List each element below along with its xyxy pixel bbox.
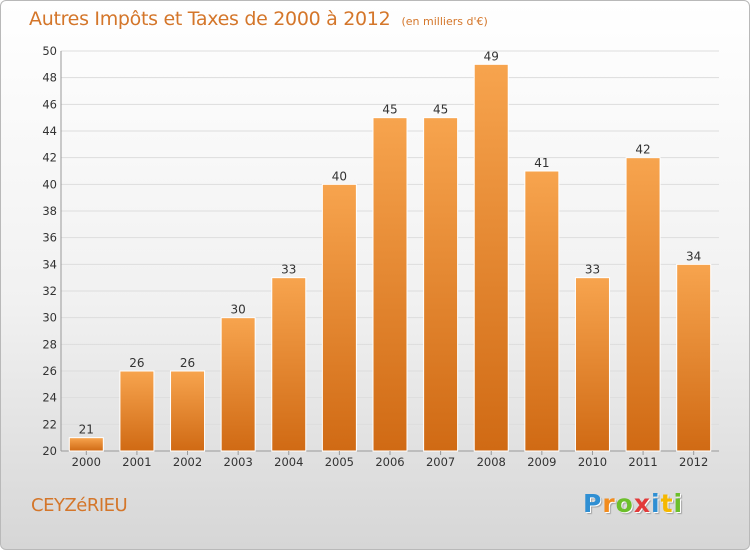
bar [473,63,509,452]
data-label: 41 [534,156,549,170]
bar [524,170,560,452]
data-label: 45 [382,103,397,117]
logo-letter: r [602,489,616,518]
x-tick-label: 2010 [578,455,607,469]
x-tick-label: 2001 [122,455,151,469]
data-label: 21 [79,423,94,437]
chart-title: Autres Impôts et Taxes de 2000 à 2012 [29,8,391,30]
data-label: 33 [585,263,600,277]
y-tick-label: 26 [42,364,57,378]
y-tick-label: 34 [42,257,57,271]
y-tick-label: 28 [42,337,57,351]
x-tick-label: 2008 [477,455,506,469]
y-tick-label: 50 [42,44,57,58]
title-row: Autres Impôts et Taxes de 2000 à 2012 (e… [29,8,488,30]
x-axis-ticks: 2000 2001 2002 2003 2004 2005 2006 2007 2008 2009… [72,451,708,469]
y-tick-label: 38 [42,204,57,218]
y-tick-label: 30 [42,311,57,325]
y-tick-label: 22 [42,417,57,431]
y-tick-label: 48 [42,71,57,85]
y-tick-label: 20 [42,444,57,458]
bar [170,370,206,452]
chart-subtitle: (en milliers d'€) [401,15,488,28]
data-label: 33 [281,263,296,277]
bar [372,117,408,452]
data-label: 45 [433,103,448,117]
data-label: 42 [635,143,650,157]
x-tick-label: 2005 [325,455,354,469]
y-tick-label: 24 [42,391,57,405]
bars [68,63,712,452]
bar [321,183,357,452]
x-tick-label: 2003 [224,455,253,469]
bar [68,437,104,452]
x-tick-label: 2000 [72,455,101,469]
data-labels: 21 26 26 30 33 40 45 45 49 41 33 42 34 [79,49,702,436]
logo-letter: t [660,489,674,518]
y-tick-label: 46 [42,97,57,111]
bar [119,370,155,452]
logo-letter: i [673,489,684,518]
data-label: 26 [180,356,195,370]
proxiti-logo: Proxiti [583,489,683,518]
commune-name: CEYZéRIEU [31,495,128,516]
x-tick-label: 2009 [527,455,556,469]
data-label: 40 [332,169,347,183]
logo-letter: x [633,489,651,518]
data-label: 30 [231,303,246,317]
data-label: 26 [129,356,144,370]
y-tick-label: 40 [42,177,57,191]
data-label: 34 [686,249,701,263]
x-tick-label: 2004 [274,455,303,469]
logo-letter: P [583,489,603,518]
logo-letter: o [615,489,634,518]
x-tick-label: 2006 [375,455,404,469]
bar [271,277,307,452]
logo-letter: i [651,489,661,518]
x-tick-label: 2011 [628,455,657,469]
data-label: 49 [484,49,499,63]
x-tick-label: 2012 [679,455,708,469]
x-tick-label: 2002 [173,455,202,469]
bar [574,277,610,452]
bar [423,117,459,452]
bar [625,157,661,452]
bar [676,263,712,452]
y-tick-label: 36 [42,231,57,245]
y-tick-label: 32 [42,284,57,298]
y-tick-label: 44 [42,124,57,138]
y-tick-label: 42 [42,151,57,165]
y-axis-ticks: 20 22 24 26 28 30 32 34 36 38 40 42 44 46 48 50 [42,44,57,458]
bar [220,317,256,452]
x-tick-label: 2007 [426,455,455,469]
